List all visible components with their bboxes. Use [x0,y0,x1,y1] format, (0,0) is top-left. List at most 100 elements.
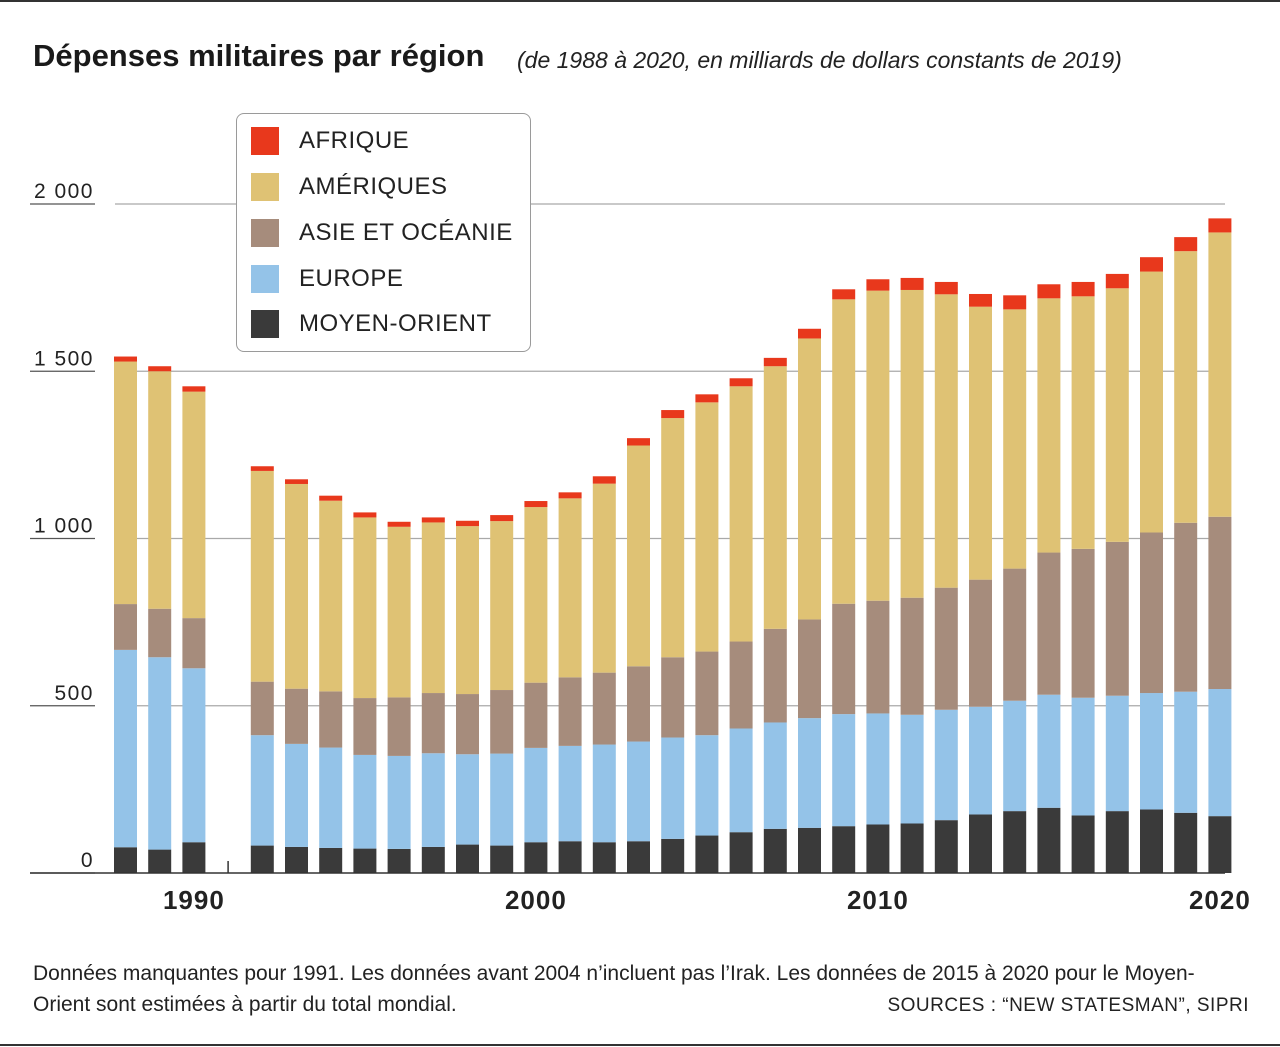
bar-2018-moyen-orient [1140,809,1163,873]
bar-2014-moyen-orient [1003,811,1027,873]
bar-2003-afrique [627,438,650,446]
bar-1989-moyen-orient [148,849,172,873]
bar-2007-europe [763,722,787,829]
bar-2019-asie-et-oc-anie [1174,522,1198,692]
bar-2013-am-riques [969,306,992,580]
bar-2000-afrique [524,501,548,508]
bar-1993-afrique [285,479,308,484]
bar-1988-afrique [114,356,137,362]
bar-2003-europe [627,741,650,842]
bar-2017-asie-et-oc-anie [1105,541,1129,696]
bar-2005-afrique [695,394,719,403]
bar-2004-asie-et-oc-anie [661,657,685,738]
bar-1989-afrique [148,366,172,372]
bar-2005-am-riques [695,402,719,652]
bar-2006-moyen-orient [729,832,753,873]
axes: 0 500 1 000 1 500 2 000 1990 2000 2010 2020 [30,180,1251,915]
legend-item-moyen-orient: MOYEN-ORIENT [251,309,492,339]
bar-1997-afrique [421,517,445,523]
bar-2001-europe [558,745,582,842]
bar-2012-asie-et-oc-anie [934,587,958,710]
bar-2018-am-riques [1140,271,1163,533]
ytick-label-2000: 2 000 [34,180,94,203]
bar-1998-asie-et-oc-anie [456,694,479,755]
bar-2012-afrique [934,281,958,295]
ytick-label-0: 0 [81,849,94,872]
bar-2018-europe [1140,693,1163,810]
bar-1995-am-riques [353,517,377,699]
xtick-label-2020: 2020 [1189,885,1251,915]
bar-2006-am-riques [729,386,753,642]
bar-1997-europe [421,753,445,847]
bar-1988-am-riques [114,361,137,605]
bar-1992-afrique [250,466,274,471]
bar-2002-moyen-orient [592,842,616,873]
bar-2016-am-riques [1071,296,1095,549]
bar-2019-afrique [1174,237,1198,252]
legend: AFRIQUE AMÉRIQUES ASIE ET OCÉANIE EUROPE… [236,113,531,352]
bar-2017-afrique [1105,273,1129,289]
bar-2019-europe [1174,691,1198,813]
bar-1990-afrique [182,386,206,392]
bar-2014-am-riques [1003,309,1027,569]
legend-swatch-europe [251,265,279,293]
bar-2008-moyen-orient [798,827,821,873]
legend-label-moyen-orient: MOYEN-ORIENT [299,310,492,337]
bar-2007-moyen-orient [763,828,787,873]
bar-2008-afrique [798,328,821,339]
bar-2012-moyen-orient [934,820,958,873]
ytick-label-1500: 1 500 [34,347,94,370]
bar-2009-europe [832,714,856,827]
bar-2010-am-riques [866,290,890,601]
chart-title: Dépenses militaires par région [33,38,485,73]
bar-2003-asie-et-oc-anie [627,666,650,742]
bar-2009-asie-et-oc-anie [832,603,856,715]
bar-2000-asie-et-oc-anie [524,682,548,748]
bar-2020-asie-et-oc-anie [1208,516,1232,690]
bar-2020-moyen-orient [1208,816,1232,873]
bar-2005-asie-et-oc-anie [695,651,719,736]
bar-1997-moyen-orient [421,846,445,873]
bar-2018-afrique [1140,257,1163,272]
bar-1997-am-riques [421,522,445,694]
bar-2001-asie-et-oc-anie [558,677,582,746]
bar-1996-asie-et-oc-anie [387,697,411,756]
bar-2011-afrique [900,277,924,290]
chart-subtitle: (de 1988 à 2020, en milliards de dollars… [517,47,1122,73]
legend-swatch-moyen-orient [251,310,279,338]
bar-1994-afrique [319,495,343,501]
bar-2006-europe [729,728,753,833]
bar-2018-asie-et-oc-anie [1140,532,1163,694]
bar-2003-am-riques [627,445,650,667]
bar-2004-afrique [661,410,685,419]
legend-item-asie-oceanie: ASIE ET OCÉANIE [251,218,513,248]
bar-2020-afrique [1208,218,1232,233]
bar-1988-moyen-orient [114,847,137,873]
bar-2010-afrique [866,279,890,291]
bar-2010-asie-et-oc-anie [866,600,890,714]
legend-label-afrique: AFRIQUE [299,127,410,154]
bar-1995-europe [353,754,377,849]
bar-2002-asie-et-oc-anie [592,672,616,745]
bar-1998-moyen-orient [456,844,479,873]
bar-2008-am-riques [798,338,821,620]
bar-2015-europe [1037,694,1061,808]
bar-2015-am-riques [1037,298,1061,553]
bar-1995-asie-et-oc-anie [353,698,377,755]
legend-swatch-afrique [251,127,279,155]
bar-2000-am-riques [524,507,548,683]
bar-2009-am-riques [832,299,856,604]
bar-2002-europe [592,744,616,843]
bar-2012-europe [934,709,958,821]
legend-label-europe: EUROPE [299,265,404,292]
bar-2019-moyen-orient [1174,812,1198,873]
bar-2013-afrique [969,293,992,307]
bar-1993-moyen-orient [285,846,308,873]
bar-2001-moyen-orient [558,841,582,873]
bar-1999-moyen-orient [490,845,514,873]
bar-2007-afrique [763,357,787,367]
bar-1996-europe [387,755,411,849]
bar-1990-asie-et-oc-anie [182,618,206,669]
bar-2016-afrique [1071,281,1095,297]
